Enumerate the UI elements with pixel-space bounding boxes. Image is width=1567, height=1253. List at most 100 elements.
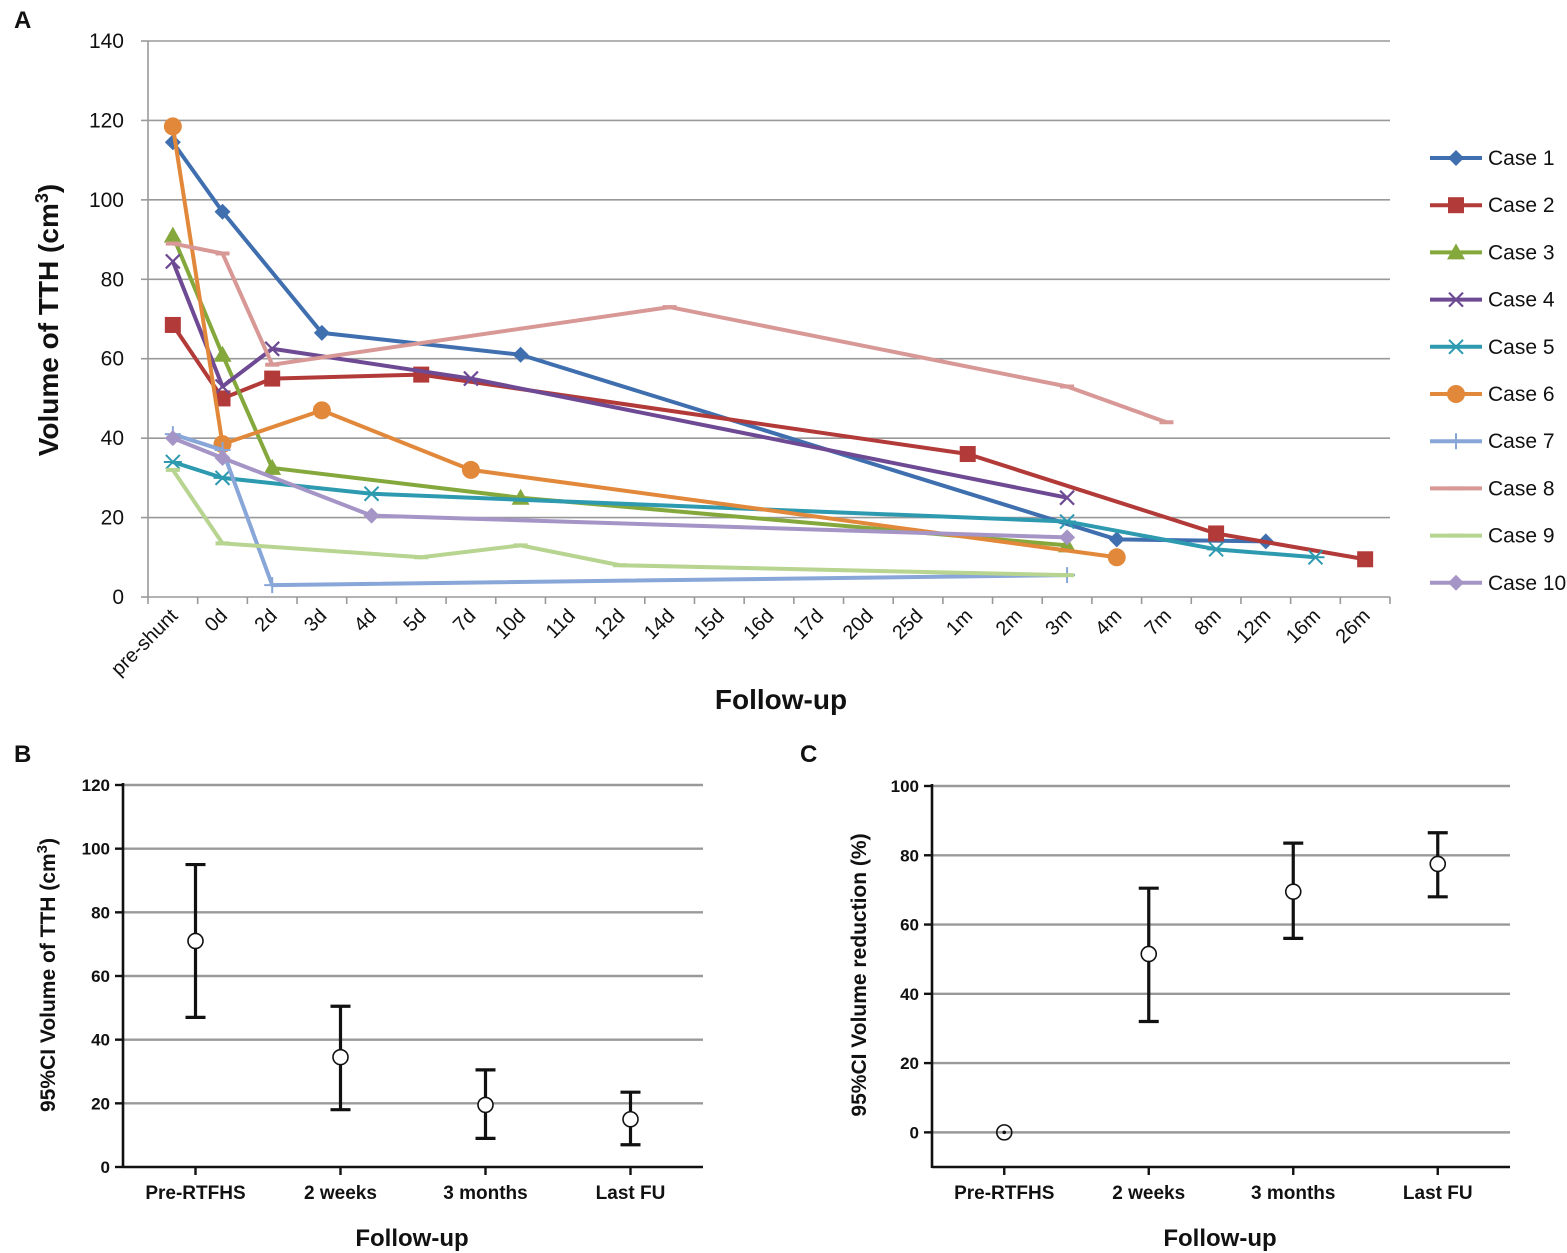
- data-point: [313, 324, 330, 341]
- legend-item: Case 5: [1430, 336, 1555, 359]
- legend-item: Case 10: [1430, 572, 1566, 595]
- series-case-1: [164, 134, 1274, 550]
- series-case-7-line: [172, 432, 1068, 588]
- legend-label: Case 2: [1488, 194, 1555, 217]
- data-point: [461, 460, 480, 479]
- legend-marker: [1447, 243, 1465, 260]
- chart-a-x-tick-label: 11d: [542, 605, 580, 643]
- legend-label: Case 3: [1488, 241, 1555, 264]
- data-point: [214, 378, 231, 395]
- legend-marker: [1447, 339, 1465, 355]
- data-point: [214, 203, 231, 220]
- chart-a-x-tick-label: 25d: [888, 605, 927, 644]
- data-point-shape: [1058, 513, 1077, 530]
- chart-a-x-tick-label: 0d: [201, 605, 232, 636]
- data-point: [163, 117, 182, 136]
- chart-a-x-tick-label: 4d: [350, 605, 381, 636]
- chart-a-x-tick-label: 12d: [590, 605, 629, 644]
- chart-c-x-tick-label: Pre-RTFHS: [954, 1183, 1054, 1204]
- legend-label: Case 1: [1488, 147, 1555, 170]
- legend-marker-shape: [1448, 150, 1464, 166]
- chart-a-y-tick-label: 120: [89, 109, 124, 132]
- data-point: [263, 458, 282, 475]
- series-case-9: [165, 467, 1075, 578]
- panel-label-b: B: [14, 741, 31, 768]
- chart-a-x-tick-label: 2d: [250, 605, 281, 636]
- chart-a-x-tick-label: 15d: [690, 605, 729, 644]
- data-point: [214, 390, 231, 407]
- data-point: [362, 486, 381, 502]
- chart-a-x-tick-label: 2m: [992, 605, 1027, 640]
- data-point: [164, 430, 181, 447]
- series-case-10-line: [172, 436, 1068, 540]
- legend-label: Case 9: [1488, 525, 1555, 548]
- legend-item: Case 4: [1430, 289, 1555, 312]
- chart-a-series: [163, 117, 1374, 594]
- data-point: [1207, 541, 1226, 558]
- data-point-shape: [313, 324, 330, 341]
- chart-b-x-tick-label: 2 weeks: [304, 1183, 377, 1204]
- legend-item: Case 7: [1430, 430, 1555, 453]
- chart-c-x-axis-title: Follow-up: [1163, 1225, 1276, 1252]
- mean-marker: [1284, 883, 1302, 900]
- data-point-shape: [463, 370, 479, 387]
- series-case-8: [165, 241, 1174, 425]
- data-point-shape: [512, 346, 529, 363]
- series-case-10: [164, 430, 1076, 546]
- chart-b-x-axis-title: Follow-up: [355, 1225, 468, 1252]
- legend-marker: [1448, 574, 1464, 591]
- errorbar-4: [620, 1090, 641, 1147]
- chart-b-y-tick-label: 40: [91, 1031, 110, 1050]
- chart-c-y-tick-label: 20: [900, 1054, 919, 1073]
- data-point-shape: [1059, 489, 1075, 506]
- panel-label-c: C: [800, 741, 817, 768]
- chart-a-x-axis-title: Follow-up: [715, 684, 847, 715]
- data-point-shape: [164, 430, 181, 447]
- data-point-shape: [312, 401, 331, 420]
- errorbar-1: [995, 1124, 1013, 1141]
- chart-a-x-tick-label: 1m: [942, 605, 977, 640]
- chart-c-x-tick-label: Last FU: [1403, 1183, 1473, 1204]
- chart-c-gridlines: [924, 784, 1510, 1175]
- legend-label: Case 6: [1488, 383, 1555, 406]
- data-point: [163, 454, 182, 470]
- chart-b-y-tick-label: 80: [91, 903, 110, 922]
- errorbar-3: [475, 1068, 496, 1140]
- chart-c-errorbars: [995, 831, 1448, 1141]
- chart-b-x-tick-label: Last FU: [596, 1183, 666, 1204]
- chart-a-y-tick-label: 60: [101, 348, 124, 371]
- legend-marker-shape: [1447, 243, 1465, 260]
- series-case-2: [164, 316, 1374, 568]
- data-point: [213, 345, 232, 362]
- chart-b-x-tick-label: Pre-RTFHS: [145, 1183, 245, 1204]
- data-point: [363, 507, 380, 524]
- legend-label: Case 8: [1488, 477, 1555, 500]
- chart-c: 0 20 40 60 80 100 Pre-RTFHS 2 weeks 3 months Las…: [848, 777, 1510, 1252]
- chart-b-y-axis-title-main: 95%CI Volume of TTH (cm: [37, 853, 60, 1112]
- data-point: [312, 401, 331, 420]
- legend-item: Case 6: [1430, 383, 1555, 406]
- series-case-9-line: [171, 468, 1068, 578]
- data-point: [1357, 551, 1374, 568]
- chart-a-x-tick-label: 8m: [1190, 605, 1225, 640]
- chart-a-gridlines: [141, 40, 1391, 604]
- chart-c-y-tick-label: 60: [900, 916, 919, 935]
- chart-a-y-tick-label: 80: [101, 268, 124, 291]
- legend-item: Case 2: [1430, 194, 1555, 217]
- panel-label-a: A: [14, 7, 31, 34]
- legend-label: Case 4: [1488, 289, 1555, 312]
- mean-marker: [187, 932, 204, 950]
- chart-a: 0 20 40 60 80 100 120 140 pre-shunt 0d 2d 3d 4d 5d 7d…: [32, 30, 1566, 715]
- chart-c-x-tick-label: 2 weeks: [1112, 1183, 1185, 1204]
- data-point-shape: [362, 486, 381, 502]
- chart-b-y-tick-label: 20: [91, 1094, 110, 1113]
- data-point: [1058, 513, 1077, 530]
- legend-item: Case 9: [1430, 525, 1555, 548]
- data-point: [1306, 549, 1325, 565]
- data-point-shape: [214, 378, 231, 395]
- data-point-shape: [213, 470, 232, 486]
- series-case-5: [163, 454, 1325, 565]
- chart-a-y-tick-label: 140: [89, 30, 124, 53]
- chart-a-x-tick-label: 7m: [1141, 605, 1176, 640]
